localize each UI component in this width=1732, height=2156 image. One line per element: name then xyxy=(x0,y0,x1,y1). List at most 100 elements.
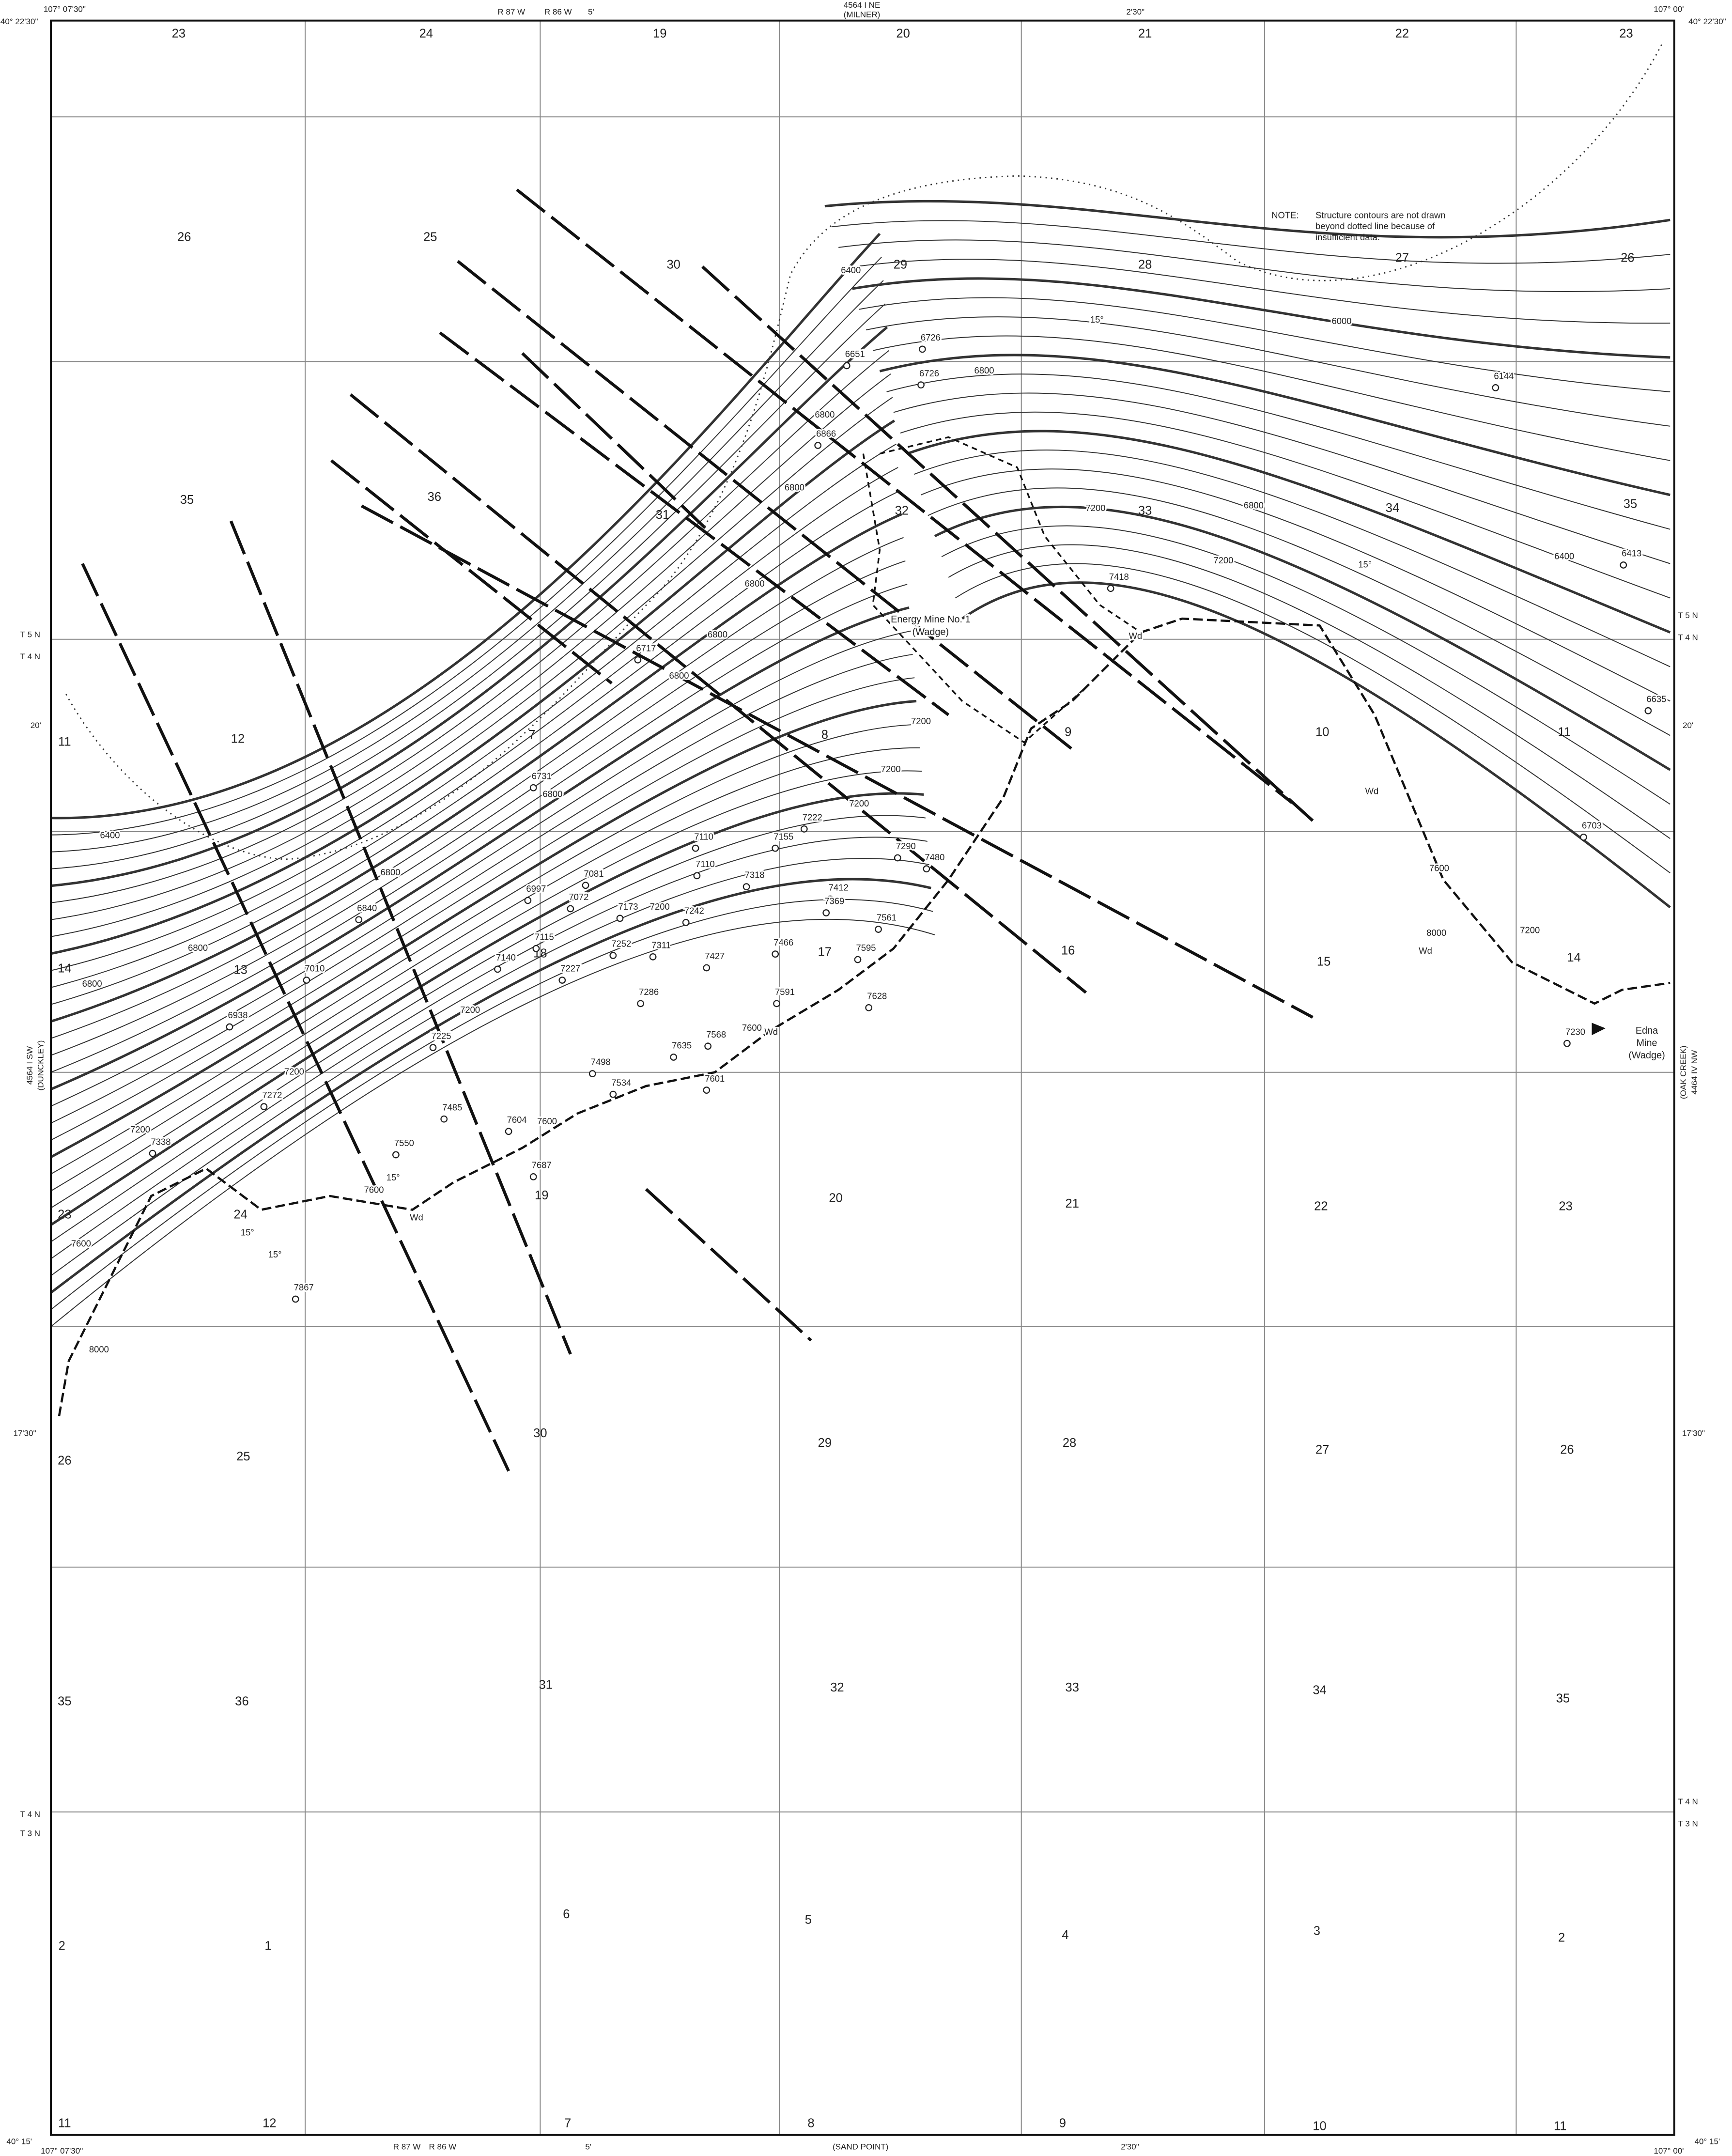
contour-line xyxy=(50,326,888,887)
well-elevation: 6840 xyxy=(357,903,377,913)
section-number: 27 xyxy=(1315,1443,1329,1457)
section-number: 30 xyxy=(533,1427,547,1440)
well-elevation: 7155 xyxy=(773,831,793,841)
section-number: 10 xyxy=(1313,2119,1326,2133)
well-symbol xyxy=(703,1086,711,1094)
well-symbol xyxy=(634,656,642,664)
margin-label: 40° 22'30" xyxy=(1688,17,1726,26)
note-text: beyond dotted line because of xyxy=(1315,221,1435,231)
well-elevation: 7110 xyxy=(694,831,713,841)
section-number: 29 xyxy=(894,258,907,272)
contour-line xyxy=(50,419,896,955)
well-symbol xyxy=(704,1042,711,1050)
well-symbol xyxy=(226,1023,233,1031)
contour-label: 6800 xyxy=(1244,500,1264,510)
outcrop-label: 15° xyxy=(1358,559,1372,569)
mine-boundary xyxy=(862,436,1142,744)
section-number: 26 xyxy=(1621,251,1634,264)
well-elevation: 6703 xyxy=(1582,821,1602,831)
margin-label: 107° 00' xyxy=(1654,2146,1684,2156)
well-elevation: 6144 xyxy=(1494,371,1514,381)
contour-line xyxy=(50,815,926,1242)
margin-label: T 5 N xyxy=(20,630,40,639)
margin-label: (MILNER) xyxy=(844,10,881,19)
contour-label: 7200 xyxy=(1213,555,1233,565)
section-number: 23 xyxy=(1619,27,1633,41)
contour-label: 7600 xyxy=(537,1116,557,1126)
well-elevation: 7604 xyxy=(507,1115,527,1125)
section-number: 14 xyxy=(1567,951,1580,964)
margin-label: 40° 22'30" xyxy=(0,17,38,26)
margin-label: 20' xyxy=(31,721,41,730)
fault-line xyxy=(645,1188,812,1342)
well-symbol xyxy=(292,1295,299,1303)
note-text: insufficient data. xyxy=(1315,232,1380,242)
section-number: 28 xyxy=(1063,1436,1076,1450)
margin-label: T 4 N xyxy=(1678,1797,1698,1806)
mine-label: Energy Mine No. 1 xyxy=(891,614,970,625)
outcrop-label: 15° xyxy=(241,1227,254,1238)
well-symbol xyxy=(429,1044,437,1052)
contour-label: 8000 xyxy=(1426,928,1446,938)
contour-line xyxy=(50,918,935,1327)
section-number: 36 xyxy=(235,1694,248,1708)
margin-label: 107° 07'30" xyxy=(44,4,86,14)
section-number: 26 xyxy=(58,1454,71,1468)
well-symbol xyxy=(670,1054,678,1061)
contour-line xyxy=(831,220,1670,264)
well-symbol xyxy=(149,1149,156,1157)
contour-line xyxy=(893,392,1670,564)
well-elevation: 7110 xyxy=(696,859,715,869)
margin-label: T 3 N xyxy=(1678,1819,1698,1829)
margin-label: 5' xyxy=(588,7,594,16)
note-heading: NOTE: xyxy=(1271,210,1299,220)
well-elevation: 7290 xyxy=(896,841,916,851)
well-elevation: 7561 xyxy=(877,913,897,923)
contour-line xyxy=(50,837,928,1259)
well-symbol xyxy=(865,1004,873,1011)
section-number: 29 xyxy=(818,1436,832,1450)
margin-label: 5' xyxy=(585,2142,591,2152)
contour-line xyxy=(824,200,1670,239)
contour-label: 7200 xyxy=(460,1005,480,1015)
margin-label: T 4 N xyxy=(1678,633,1698,642)
well-elevation: 7412 xyxy=(829,882,849,892)
section-number: 11 xyxy=(58,735,71,748)
well-symbol xyxy=(773,1000,780,1008)
outcrop-label: Wd xyxy=(1419,946,1432,956)
section-number: 22 xyxy=(1395,27,1409,41)
well-elevation: 7286 xyxy=(639,987,659,997)
well-elevation: 7222 xyxy=(803,812,822,822)
contour-label: 7200 xyxy=(911,716,931,726)
contour-label: 6800 xyxy=(785,482,804,492)
well-symbol xyxy=(532,945,540,952)
contour-label: 7600 xyxy=(71,1238,91,1248)
well-elevation: 6635 xyxy=(1646,694,1666,704)
margin-label: 17'30" xyxy=(14,1429,36,1438)
well-symbol xyxy=(772,844,779,852)
section-number: 27 xyxy=(1395,251,1409,264)
margin-label: 2'30" xyxy=(1126,7,1144,16)
section-number: 22 xyxy=(1314,1200,1328,1213)
section-number: 7 xyxy=(528,728,535,742)
well-elevation: 7427 xyxy=(705,951,725,961)
contour-line xyxy=(50,653,913,1124)
section-number: 4 xyxy=(1062,1928,1068,1942)
well-symbol xyxy=(918,345,926,353)
section-number: 28 xyxy=(1138,258,1152,272)
contour-line xyxy=(50,350,889,903)
well-elevation: 7115 xyxy=(535,931,554,942)
section-number: 36 xyxy=(428,490,441,504)
well-symbol xyxy=(505,1128,512,1135)
margin-label: 20' xyxy=(1683,721,1693,730)
section-number: 33 xyxy=(1066,1681,1079,1694)
well-elevation: 7601 xyxy=(705,1073,725,1084)
contour-line xyxy=(50,747,920,1192)
well-elevation: 6726 xyxy=(921,332,941,342)
contour-line xyxy=(886,373,1670,530)
section-number: 1 xyxy=(264,1939,271,1953)
contour-label: 6800 xyxy=(188,943,208,953)
section-number: 34 xyxy=(1313,1684,1326,1697)
contour-line xyxy=(859,297,1670,392)
